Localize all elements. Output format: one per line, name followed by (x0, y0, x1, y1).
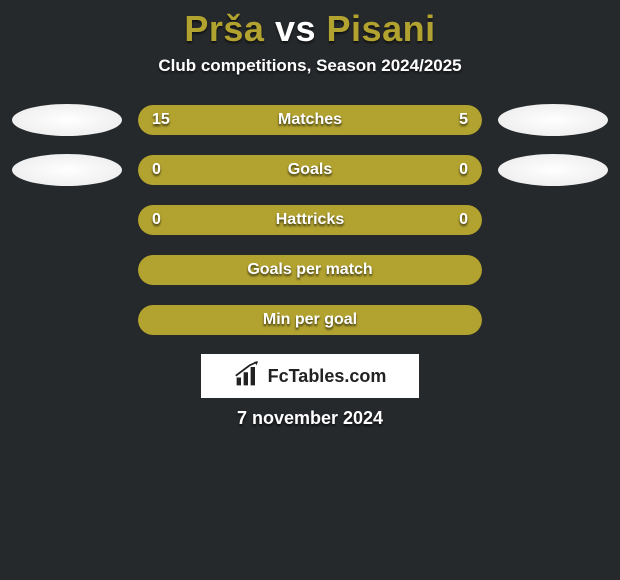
stat-rows: 15Matches50Goals00Hattricks0Goals per ma… (0, 104, 620, 336)
player1-avatar (12, 104, 122, 136)
stat-row: 15Matches5 (0, 104, 620, 136)
stat-bar: 15Matches5 (138, 105, 482, 135)
avatar-spacer (498, 204, 608, 236)
comparison-card: Prša vs Pisani Club competitions, Season… (0, 0, 620, 429)
title: Prša vs Pisani (0, 8, 620, 50)
avatar-spacer (12, 254, 122, 286)
stat-row: 0Hattricks0 (0, 204, 620, 236)
stat-bar: Goals per match (138, 255, 482, 285)
bar-chart-icon (234, 360, 262, 393)
player1-name: Prša (184, 8, 264, 49)
stat-label: Hattricks (198, 211, 422, 229)
source-logo: FcTables.com (201, 354, 419, 398)
stat-left-value: 0 (138, 161, 198, 179)
subtitle: Club competitions, Season 2024/2025 (0, 56, 620, 76)
stat-left-value: 0 (138, 211, 198, 229)
avatar-spacer (12, 304, 122, 336)
stat-row: 0Goals0 (0, 154, 620, 186)
stat-row: Min per goal (0, 304, 620, 336)
snapshot-date: 7 november 2024 (0, 408, 620, 429)
stat-right-value: 0 (422, 211, 482, 229)
stat-bar: 0Hattricks0 (138, 205, 482, 235)
stat-bar: Min per goal (138, 305, 482, 335)
stat-left-value: 15 (138, 111, 198, 129)
source-logo-text: FcTables.com (268, 366, 387, 387)
avatar-spacer (498, 304, 608, 336)
stat-right-value: 0 (422, 161, 482, 179)
stat-label: Goals per match (198, 261, 422, 279)
stat-label: Goals (198, 161, 422, 179)
player2-avatar (498, 104, 608, 136)
player1-avatar (12, 154, 122, 186)
vs-separator: vs (275, 8, 316, 49)
stat-bar: 0Goals0 (138, 155, 482, 185)
avatar-spacer (12, 204, 122, 236)
stat-label: Min per goal (198, 311, 422, 329)
player2-avatar (498, 154, 608, 186)
player2-name: Pisani (327, 8, 436, 49)
stat-label: Matches (198, 111, 422, 129)
avatar-spacer (498, 254, 608, 286)
stat-row: Goals per match (0, 254, 620, 286)
stat-right-value: 5 (422, 111, 482, 129)
